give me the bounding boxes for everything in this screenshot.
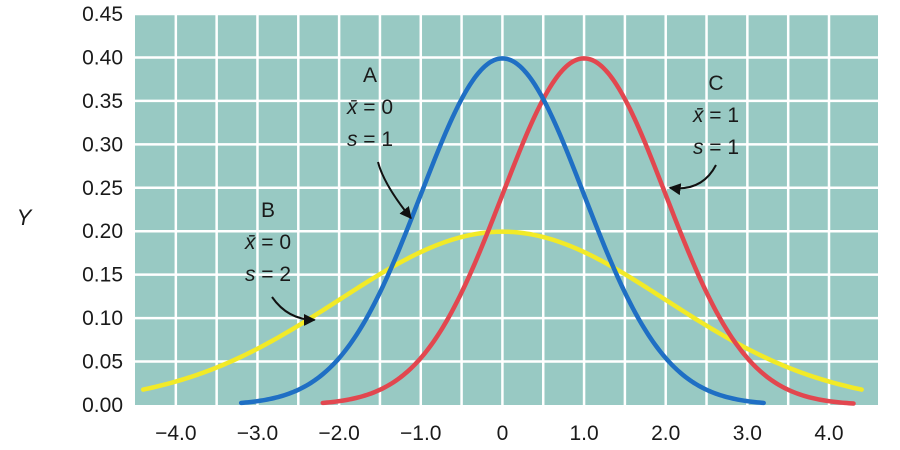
x-tick-label: −4.0 bbox=[155, 422, 196, 445]
x-tick-label: 1.0 bbox=[569, 422, 598, 445]
y-axis-label: Y bbox=[17, 205, 33, 230]
curves bbox=[140, 56, 864, 406]
annotation-sd: s = 2 bbox=[245, 263, 291, 286]
x-tick-label: 0 bbox=[497, 422, 509, 445]
x-tick-label: 2.0 bbox=[651, 422, 680, 445]
annotation-b: Bx̄ = 0 s = 2 bbox=[244, 199, 316, 326]
annotation-arrow bbox=[377, 161, 412, 220]
plot-background bbox=[135, 14, 878, 405]
annotations: Ax̄ = 0 s = 1 Bx̄ = 0 s = 2 Cx̄ = 1 s = 1 bbox=[244, 64, 739, 326]
annotation-a: Ax̄ = 0 s = 1 bbox=[346, 64, 412, 220]
series-line-c bbox=[320, 56, 856, 406]
y-tick-label: 0.25 bbox=[82, 177, 123, 200]
y-tick-label: 0.35 bbox=[82, 90, 123, 113]
x-tick-label: 3.0 bbox=[733, 422, 762, 445]
x-tick-label: −1.0 bbox=[400, 422, 441, 445]
annotation-mean: x̄ = 0 bbox=[346, 96, 393, 119]
annotation-sd: s = 1 bbox=[693, 136, 739, 159]
annotation-label: A bbox=[363, 64, 377, 87]
y-tick-label: 0.40 bbox=[82, 46, 123, 69]
grid bbox=[135, 12, 878, 405]
annotation-label: C bbox=[708, 72, 723, 95]
y-tick-label: 0.15 bbox=[82, 264, 123, 287]
x-tick-label: −2.0 bbox=[318, 422, 359, 445]
annotation-mean: x̄ = 0 bbox=[244, 231, 291, 254]
annotation-sd: s = 1 bbox=[347, 128, 393, 151]
y-tick-label: 0.20 bbox=[82, 220, 123, 243]
annotation-label: B bbox=[261, 199, 275, 222]
y-tick-label: 0.10 bbox=[82, 307, 123, 330]
y-tick-label: 0.05 bbox=[82, 351, 123, 374]
annotation-arrow bbox=[271, 296, 316, 326]
annotation-arrow bbox=[668, 164, 717, 196]
annotation-c: Cx̄ = 1 s = 1 bbox=[668, 72, 739, 196]
annotation-mean: x̄ = 1 bbox=[692, 104, 739, 127]
x-tick-label: −3.0 bbox=[237, 422, 278, 445]
y-tick-label: 0.30 bbox=[82, 133, 123, 156]
x-tick-label: 4.0 bbox=[814, 422, 843, 445]
series-line-a bbox=[238, 56, 766, 406]
y-axis-ticks: 0.00 0.05 0.10 0.15 0.20 0.25 0.30 0.35 0.40 0.45 bbox=[82, 3, 123, 417]
series-line-b bbox=[140, 229, 864, 392]
y-tick-label: 0.45 bbox=[82, 3, 123, 26]
x-axis-ticks: −4.0 −3.0 −2.0 −1.0 0 1.0 2.0 3.0 4.0 bbox=[155, 422, 844, 445]
y-tick-label: 0.00 bbox=[82, 394, 123, 417]
